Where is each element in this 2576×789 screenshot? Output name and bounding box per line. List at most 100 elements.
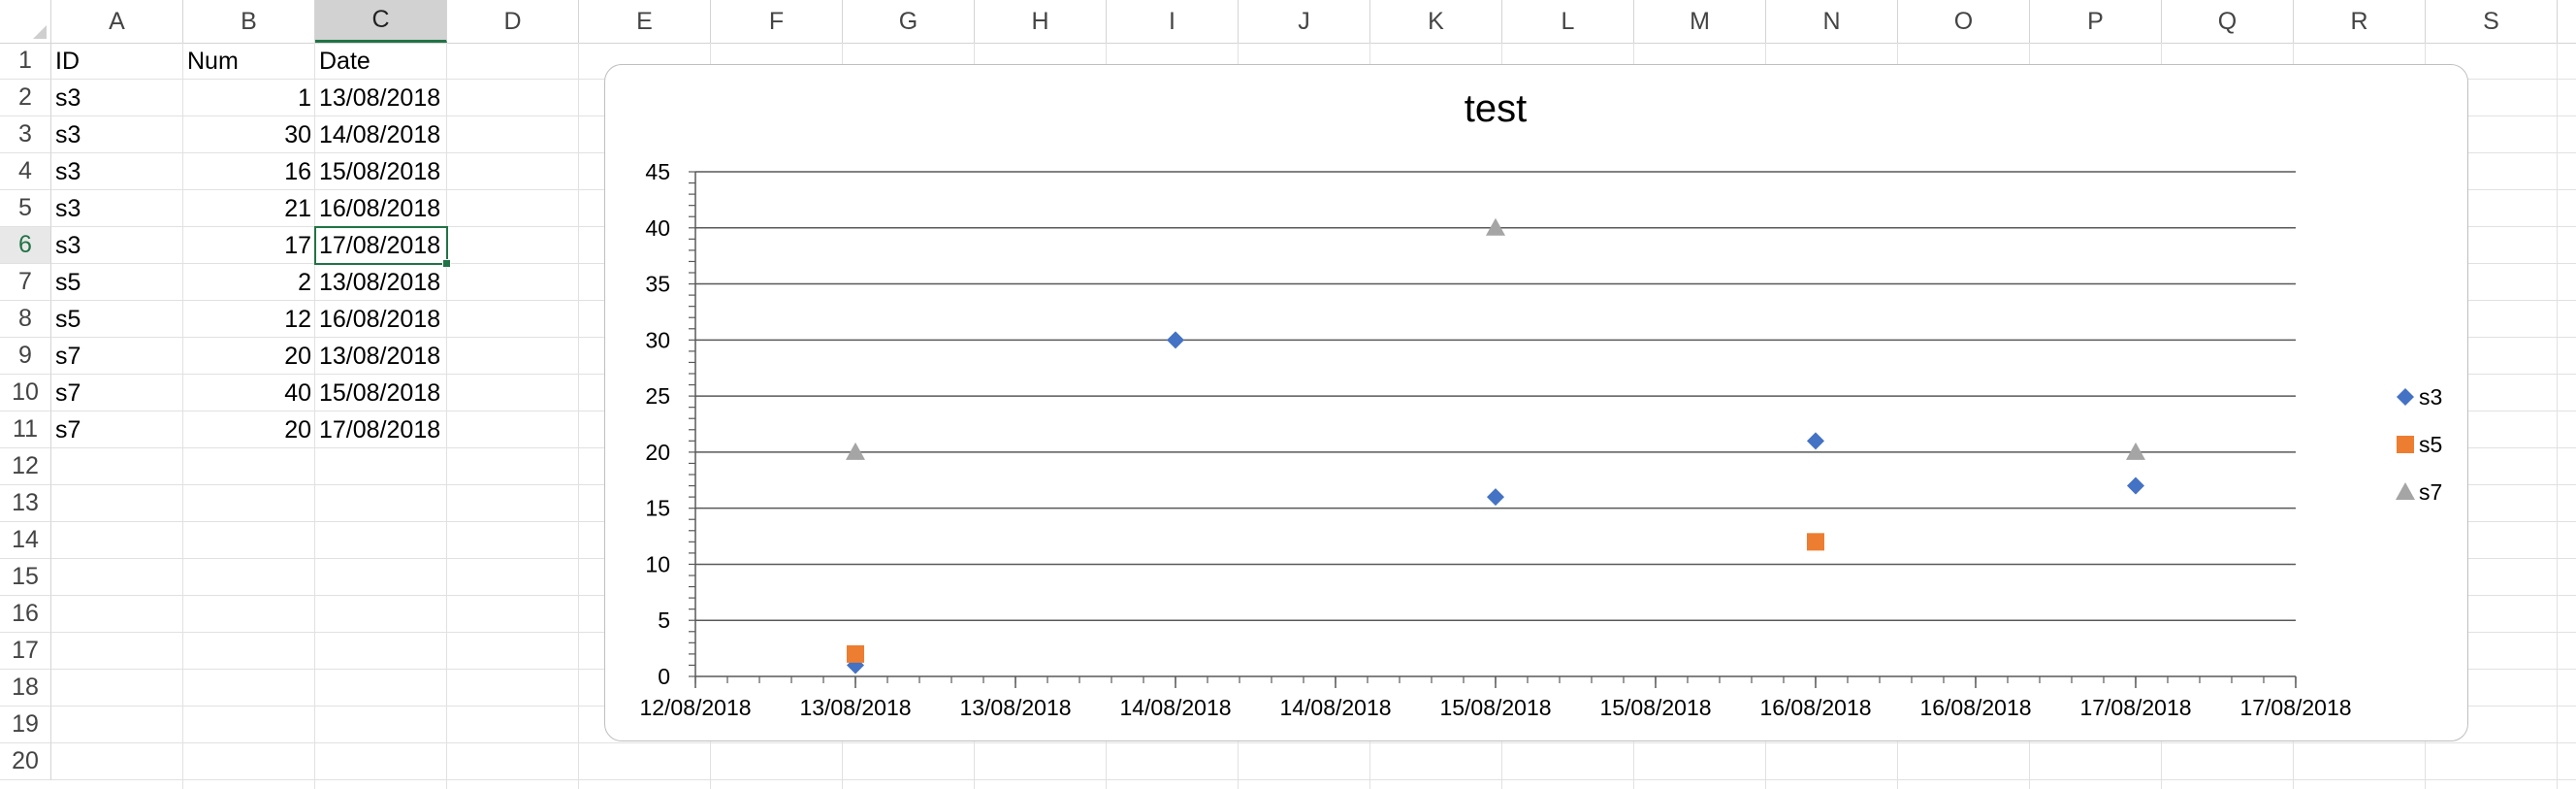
- column-header-j[interactable]: J: [1239, 0, 1370, 43]
- grid-row-line: [51, 779, 2576, 780]
- data-point-s3: [1807, 432, 1824, 450]
- column-header-o[interactable]: O: [1898, 0, 2030, 43]
- cell-c11[interactable]: 17/08/2018: [319, 415, 441, 444]
- row-header-16[interactable]: 16: [0, 596, 51, 633]
- cell-b9[interactable]: 20: [284, 342, 311, 370]
- cell-a10[interactable]: s7: [55, 378, 81, 407]
- column-header-h[interactable]: H: [975, 0, 1107, 43]
- data-point-s7: [1486, 217, 1505, 236]
- y-tick-label: 30: [645, 327, 670, 352]
- cell-c8[interactable]: 16/08/2018: [319, 305, 441, 333]
- row-header-11[interactable]: 11: [0, 411, 51, 448]
- row-header-4[interactable]: 4: [0, 153, 51, 190]
- cell-a6[interactable]: s3: [55, 231, 81, 259]
- cell-a7[interactable]: s5: [55, 268, 81, 296]
- cell-b1-header[interactable]: Num: [187, 47, 239, 75]
- cell-a1-header[interactable]: ID: [55, 47, 80, 75]
- cell-c7[interactable]: 13/08/2018: [319, 268, 441, 296]
- row-header-1[interactable]: 1: [0, 43, 51, 80]
- column-header-b[interactable]: B: [183, 0, 315, 43]
- row-header-9[interactable]: 9: [0, 338, 51, 375]
- legend-label-s7: s7: [2419, 479, 2442, 505]
- row-header-13[interactable]: 13: [0, 485, 51, 522]
- row-header-6[interactable]: 6: [0, 227, 51, 264]
- cell-b11[interactable]: 20: [284, 415, 311, 444]
- x-tick-label: 17/08/2018: [2079, 695, 2191, 720]
- x-tick-label: 14/08/2018: [1279, 695, 1391, 720]
- column-header-l[interactable]: L: [1502, 0, 1634, 43]
- cell-a2[interactable]: s3: [55, 83, 81, 112]
- grid-column-line: [314, 43, 315, 789]
- y-tick-label: 25: [645, 383, 670, 409]
- data-point-s5: [1807, 533, 1824, 551]
- cell-b3[interactable]: 30: [284, 120, 311, 148]
- column-header-q[interactable]: Q: [2162, 0, 2294, 43]
- column-header-c[interactable]: C: [315, 0, 447, 43]
- chart-title: test: [1465, 87, 1527, 130]
- y-tick-label: 45: [645, 159, 670, 184]
- grid-column-line: [446, 43, 447, 789]
- fill-handle[interactable]: [442, 259, 451, 268]
- cell-c5[interactable]: 16/08/2018: [319, 194, 441, 222]
- row-header-10[interactable]: 10: [0, 375, 51, 411]
- cell-a5[interactable]: s3: [55, 194, 81, 222]
- row-header-18[interactable]: 18: [0, 670, 51, 707]
- x-tick-label: 13/08/2018: [799, 695, 911, 720]
- column-header-k[interactable]: K: [1370, 0, 1502, 43]
- chart-area[interactable]: test 0 5 10 15 20 25 30 35 40 45 12/08/2018 13/08/20…: [604, 64, 2468, 741]
- row-header-2[interactable]: 2: [0, 80, 51, 116]
- row-header-15[interactable]: 15: [0, 559, 51, 596]
- cell-b2[interactable]: 1: [298, 83, 311, 112]
- row-header-3[interactable]: 3: [0, 116, 51, 153]
- column-header-d[interactable]: D: [447, 0, 579, 43]
- row-header-5[interactable]: 5: [0, 190, 51, 227]
- cell-c4[interactable]: 15/08/2018: [319, 157, 441, 185]
- cell-a4[interactable]: s3: [55, 157, 81, 185]
- cell-c1-header[interactable]: Date: [319, 47, 370, 75]
- grid-column-line: [182, 43, 183, 789]
- data-point-s3: [1167, 331, 1184, 349]
- cell-b5[interactable]: 21: [284, 194, 311, 222]
- y-tick-label: 15: [645, 496, 670, 521]
- cell-c2[interactable]: 13/08/2018: [319, 83, 441, 112]
- y-tick-label: 10: [645, 551, 670, 576]
- column-header-f[interactable]: F: [711, 0, 843, 43]
- column-header-a[interactable]: A: [51, 0, 183, 43]
- column-header-e[interactable]: E: [579, 0, 711, 43]
- column-header-m[interactable]: M: [1634, 0, 1766, 43]
- x-tick-label: 17/08/2018: [2239, 695, 2351, 720]
- cell-a8[interactable]: s5: [55, 305, 81, 333]
- row-header-8[interactable]: 8: [0, 301, 51, 338]
- column-header-r[interactable]: R: [2294, 0, 2426, 43]
- cell-b4[interactable]: 16: [284, 157, 311, 185]
- y-tick-label: 20: [645, 440, 670, 465]
- cell-c9[interactable]: 13/08/2018: [319, 342, 441, 370]
- x-tick-label: 13/08/2018: [959, 695, 1071, 720]
- y-tick-label: 5: [658, 608, 670, 633]
- select-all-triangle-icon: [33, 25, 47, 39]
- row-header-12[interactable]: 12: [0, 448, 51, 485]
- column-header-i[interactable]: I: [1107, 0, 1239, 43]
- cell-a11[interactable]: s7: [55, 415, 81, 444]
- column-header-p[interactable]: P: [2030, 0, 2162, 43]
- column-header-n[interactable]: N: [1766, 0, 1898, 43]
- row-header-7[interactable]: 7: [0, 264, 51, 301]
- x-tick-label: 12/08/2018: [639, 695, 751, 720]
- cell-c3[interactable]: 14/08/2018: [319, 120, 441, 148]
- column-header-g[interactable]: G: [843, 0, 975, 43]
- row-header-14[interactable]: 14: [0, 522, 51, 559]
- cell-b6[interactable]: 17: [284, 231, 311, 259]
- cell-c10[interactable]: 15/08/2018: [319, 378, 441, 407]
- cell-b7[interactable]: 2: [298, 268, 311, 296]
- cell-b8[interactable]: 12: [284, 305, 311, 333]
- row-header-17[interactable]: 17: [0, 633, 51, 670]
- cell-b10[interactable]: 40: [284, 378, 311, 407]
- column-header-s[interactable]: S: [2426, 0, 2558, 43]
- cell-a9[interactable]: s7: [55, 342, 81, 370]
- cell-a3[interactable]: s3: [55, 120, 81, 148]
- row-header-19[interactable]: 19: [0, 707, 51, 743]
- row-header-20[interactable]: 20: [0, 743, 51, 780]
- cell-c6[interactable]: 17/08/2018: [319, 231, 441, 259]
- data-point-s3: [2127, 477, 2144, 495]
- select-all-button[interactable]: [0, 0, 51, 43]
